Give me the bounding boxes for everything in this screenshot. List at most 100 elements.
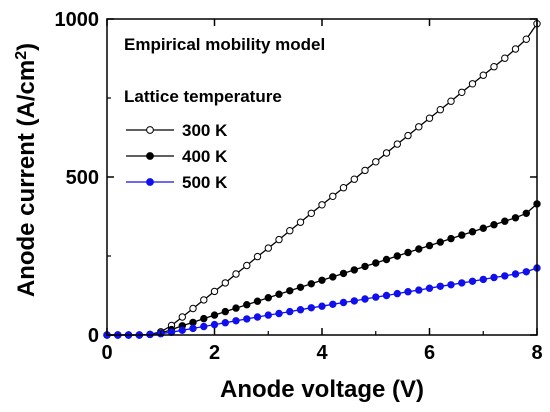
data-point	[501, 272, 509, 280]
data-point	[318, 276, 326, 284]
data-point	[232, 317, 240, 325]
data-point	[221, 319, 230, 327]
data-point	[210, 311, 219, 319]
y-axis-title-sup: 2	[13, 51, 30, 60]
y-tick-label: 1000	[55, 9, 100, 31]
data-point	[447, 281, 455, 289]
legend-entry: 300 K	[126, 121, 228, 140]
data-point	[490, 273, 498, 282]
data-point	[210, 287, 219, 296]
data-point	[522, 35, 530, 43]
legend: Lattice temperature 300 K 400 K 500 K	[124, 87, 282, 192]
data-point	[210, 320, 219, 329]
data-point	[296, 218, 305, 226]
data-point	[479, 71, 487, 79]
data-point	[511, 270, 520, 278]
legend-marker	[146, 152, 154, 160]
data-point	[382, 291, 391, 300]
data-point	[189, 324, 197, 333]
data-point	[361, 166, 369, 175]
legend-label: 300 K	[182, 121, 228, 140]
x-tick-label: 8	[531, 342, 542, 364]
x-tick-label: 0	[101, 342, 112, 364]
data-point	[372, 293, 380, 301]
data-point	[404, 248, 412, 257]
data-point	[243, 301, 251, 309]
axes: 0 2 4 6 8 0 500 1000	[55, 9, 543, 364]
data-point	[393, 289, 401, 298]
y-tick-label: 500	[66, 167, 99, 189]
data-point	[425, 241, 434, 250]
series-marks	[103, 20, 541, 339]
data-point	[458, 279, 466, 287]
data-point	[479, 275, 487, 284]
data-point	[382, 149, 391, 157]
data-point	[264, 311, 272, 319]
data-point	[490, 221, 498, 229]
legend-entries: 300 K 400 K 500 K	[126, 121, 228, 192]
plot-frame	[106, 18, 538, 336]
data-point	[382, 255, 391, 264]
data-point	[447, 234, 455, 243]
data-point	[200, 322, 208, 331]
data-point	[425, 284, 434, 292]
y-axis-title-end: )	[13, 43, 40, 51]
data-point	[415, 245, 423, 253]
data-point	[501, 217, 509, 225]
data-point	[522, 268, 530, 276]
series-500-k	[103, 264, 541, 339]
data-point	[318, 302, 326, 310]
y-axis-title: Anode current (A/cm2)	[13, 43, 41, 297]
data-point	[372, 259, 380, 267]
data-point	[415, 123, 423, 131]
data-point	[296, 283, 305, 291]
data-point	[253, 297, 262, 305]
data-point	[468, 228, 477, 236]
data-point	[350, 297, 358, 305]
chart-annotation: Empirical mobility model	[124, 35, 325, 54]
data-point	[243, 315, 251, 323]
legend-marker	[146, 178, 154, 186]
data-point	[200, 314, 208, 323]
data-point	[286, 307, 294, 316]
legend-label: 500 K	[182, 173, 228, 192]
data-point	[286, 287, 294, 295]
data-point	[286, 227, 294, 235]
data-point	[501, 54, 509, 62]
data-point	[436, 238, 444, 246]
x-tick-label: 6	[424, 342, 435, 364]
data-point	[221, 307, 230, 316]
data-point	[447, 97, 455, 105]
data-point	[232, 270, 240, 278]
series-400-k	[103, 200, 541, 339]
data-point	[425, 114, 434, 122]
data-point	[479, 224, 487, 232]
x-tick-label: 2	[209, 342, 220, 364]
data-point	[339, 184, 348, 192]
data-point	[415, 286, 423, 294]
data-point	[329, 273, 337, 281]
data-point	[458, 88, 466, 97]
data-point	[329, 192, 337, 201]
data-point	[232, 304, 240, 312]
data-point	[361, 262, 369, 271]
data-point	[221, 279, 230, 287]
series-line	[107, 203, 538, 336]
data-point	[189, 318, 197, 327]
data-point	[275, 235, 283, 244]
data-point	[404, 131, 412, 140]
data-point	[511, 45, 520, 53]
data-point	[350, 266, 358, 274]
data-point	[318, 201, 326, 209]
data-point	[178, 326, 187, 334]
data-point	[253, 252, 262, 261]
data-point	[178, 313, 187, 321]
data-point	[243, 261, 251, 270]
data-point	[307, 280, 315, 288]
data-point	[458, 231, 466, 239]
data-point	[307, 304, 315, 312]
data-point	[372, 158, 380, 166]
data-point	[275, 290, 283, 298]
data-point	[307, 209, 315, 218]
legend-title: Lattice temperature	[124, 87, 282, 106]
